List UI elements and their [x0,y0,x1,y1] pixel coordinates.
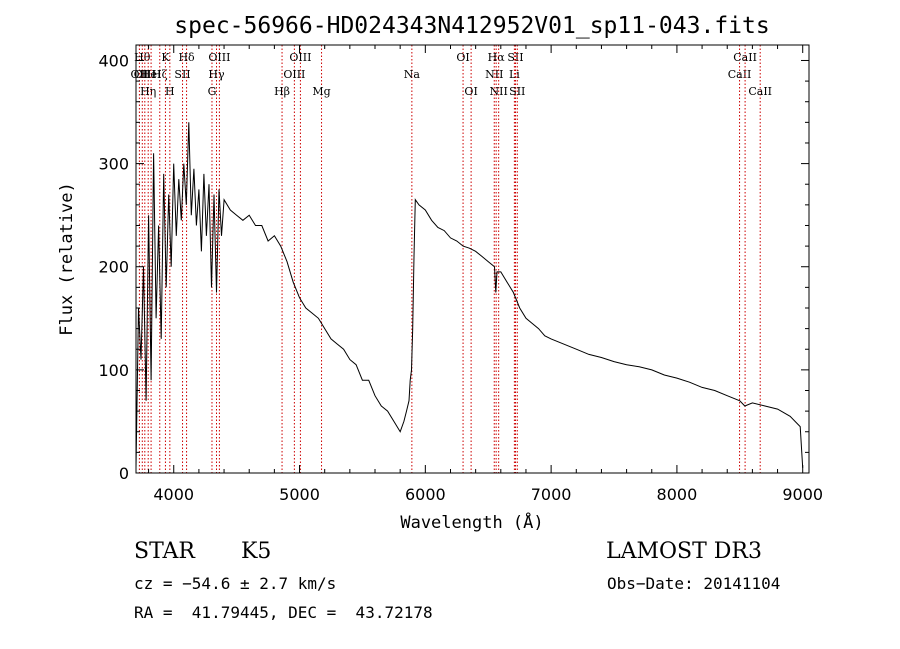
survey-name: LAMOST DR3 [606,539,762,564]
spectral-line-label: NII [490,85,508,98]
spectral-line-label: CaII [748,85,772,98]
coordinates: RA = 41.79445, DEC = 43.72178 [134,603,433,622]
x-axis-label: Wavelength (Å) [400,511,543,533]
spectral-line-label: H [165,85,175,98]
spectral-line-label: G [208,85,217,98]
spectral-line-label: CaII [728,68,752,81]
spectral-line-label: OIII [283,68,305,81]
x-tick-label: 5000 [279,485,320,504]
x-tick-label: 6000 [405,485,446,504]
spectral-line-label: OIII [208,51,230,64]
spectral-line-label: Hδ [178,51,195,64]
y-axis: 0 100 200 300 400 [98,51,809,483]
spectral-line-label: Hγ [208,68,225,81]
chart-title: spec-56966-HD024343N412952V01_sp11-043.f… [174,13,769,39]
spectral-line-label: Li [509,68,520,81]
redshift-velocity: cz = −54.6 ± 2.7 km/s [134,574,337,593]
spectral-line-label: K [161,51,170,64]
object-class: STAR [134,539,195,564]
x-axis: 4000 5000 6000 7000 8000 9000 [148,45,823,504]
spectral-line-label: Hζ [152,68,168,81]
spectral-line-markers: OIIHθOIIIHηHeIHζKHSIIHδGHγOIIIHβOIIIOIII… [131,45,772,473]
y-tick-label: 300 [98,155,129,174]
spectral-line-label: HeI [141,68,161,81]
spectral-line-label: Na [404,68,421,81]
spectrum-line [135,122,804,468]
spectral-line-label: OI [456,51,469,64]
spectral-line-label: NII [485,68,503,81]
spectral-line-label: OII [131,68,149,81]
y-tick-label: 400 [98,51,129,70]
spectral-line-label: OIII [134,68,156,81]
y-tick-label: 100 [98,361,129,380]
y-tick-label: 200 [98,258,129,277]
spectral-line-label: SII [507,51,523,64]
spectral-line-label: SII [174,68,190,81]
plot-frame [135,44,810,474]
x-tick-label: 8000 [657,485,698,504]
spectral-line-label: OIII [289,51,311,64]
spectral-line-label: OI [464,85,477,98]
x-tick-label: 7000 [531,485,572,504]
observation-date: Obs−Date: 20141104 [607,574,781,593]
x-tick-label: 9000 [782,485,823,504]
spectral-line-label: Hα [488,51,506,64]
spectral-line-label: SII [509,85,525,98]
x-tick-label: 4000 [153,485,194,504]
y-tick-label: 0 [119,464,129,483]
spectral-line-label: Hη [140,85,156,98]
spectral-line-label: Hβ [274,85,290,98]
spectral-subclass: K5 [241,539,272,564]
spectral-line-label: Mg [312,85,330,98]
spectral-line-label: CaII [733,51,757,64]
y-axis-label: Flux (relative) [57,182,77,336]
spectrum-series [135,122,804,468]
